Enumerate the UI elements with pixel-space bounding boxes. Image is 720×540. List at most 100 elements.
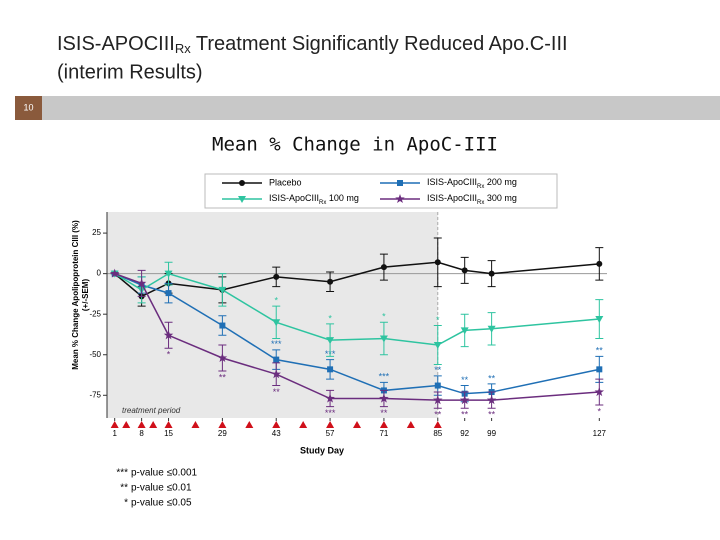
y-axis-label-line: (+/-SEM) xyxy=(81,279,90,312)
legend-label-part: ISIS-ApoCIII xyxy=(427,193,477,203)
marker xyxy=(433,342,442,350)
marker xyxy=(488,270,495,277)
marker xyxy=(596,260,603,267)
marker xyxy=(459,395,470,405)
dose-marker xyxy=(149,421,158,428)
significance-label: ** xyxy=(488,373,496,383)
marker xyxy=(327,278,334,285)
significance-label: * xyxy=(274,295,278,305)
key-stars: * xyxy=(124,498,128,509)
y-tick-label: 25 xyxy=(92,228,101,237)
dose-marker xyxy=(299,421,308,428)
dose-marker xyxy=(245,421,254,428)
marker xyxy=(379,335,388,343)
dose-marker xyxy=(433,421,442,428)
y-axis-label: Mean % Change Apolipoprotein CIII (%)(+/… xyxy=(71,220,90,370)
x-tick-label: 57 xyxy=(326,429,335,438)
marker xyxy=(219,322,226,329)
title-part: ISIS-APOCIII xyxy=(57,33,175,55)
significance-label: * xyxy=(436,315,440,325)
marker xyxy=(271,369,281,379)
dose-marker xyxy=(191,421,200,428)
title-part: Treatment Significantly Reduced Apo.C-II… xyxy=(191,33,568,55)
marker xyxy=(379,393,389,403)
x-tick-label: 92 xyxy=(460,429,469,438)
legend-label-part: ISIS-ApoCIII xyxy=(269,193,319,203)
significance-label: * xyxy=(598,406,602,416)
significance-label: *** xyxy=(271,339,282,349)
slide-title: ISIS-APOCIIIRx Treatment Significantly R… xyxy=(57,33,568,56)
dose-marker xyxy=(379,421,388,428)
treatment-shade xyxy=(107,212,438,418)
legend-label: ISIS-ApoCIIIRx 300 mg xyxy=(427,193,517,205)
legend-marker xyxy=(395,194,405,204)
significance-label: ** xyxy=(434,365,442,375)
treatment-label: treatment period xyxy=(122,406,181,415)
marker xyxy=(272,319,281,327)
x-tick-label: 1 xyxy=(112,429,117,438)
marker xyxy=(217,352,228,363)
key-text: p-value ≤0.05 xyxy=(131,498,192,509)
legend-label-part: 100 mg xyxy=(326,193,359,203)
legend-marker xyxy=(397,180,403,186)
significance-label: * xyxy=(328,313,332,323)
marker xyxy=(325,393,335,403)
marker xyxy=(327,366,334,373)
legend-label: ISIS-ApoCIIIRx 200 mg xyxy=(427,177,517,189)
dose-marker xyxy=(272,421,281,428)
legend-marker xyxy=(239,180,245,186)
key-text: p-value ≤0.001 xyxy=(131,468,198,479)
legend-label-part: Rx xyxy=(477,184,484,190)
legend-label-part: 300 mg xyxy=(484,193,517,203)
legend-label: Placebo xyxy=(269,177,302,187)
significance-label: ** xyxy=(461,375,469,385)
marker xyxy=(136,278,147,288)
slide-title-line2: (interim Results) xyxy=(57,61,203,83)
dose-marker xyxy=(326,421,335,428)
legend-label-part: Rx xyxy=(477,200,484,206)
legend-marker xyxy=(238,196,246,203)
dose-marker xyxy=(122,421,131,428)
dose-marker xyxy=(137,421,146,428)
y-tick-label: -25 xyxy=(89,309,101,318)
marker xyxy=(433,395,443,405)
x-tick-label: 29 xyxy=(218,429,227,438)
x-tick-label: 71 xyxy=(379,429,388,438)
marker xyxy=(273,356,280,363)
y-tick-label: 0 xyxy=(97,269,102,278)
marker xyxy=(594,387,605,397)
significance-label: ** xyxy=(461,410,469,420)
y-tick-label: -75 xyxy=(89,390,101,399)
marker xyxy=(164,270,173,278)
significance-label: *** xyxy=(325,408,336,418)
dose-marker xyxy=(110,421,119,428)
legend xyxy=(204,173,558,209)
legend-label-part: 200 mg xyxy=(484,177,517,187)
x-tick-label: 43 xyxy=(272,429,281,438)
marker xyxy=(595,316,604,324)
marker xyxy=(326,337,335,345)
marker xyxy=(460,327,469,335)
x-tick-label: 85 xyxy=(433,429,442,438)
chart-title: Mean % Change in ApoC-III xyxy=(212,134,498,156)
marker xyxy=(434,259,441,266)
marker xyxy=(218,286,227,294)
y-tick-label: -50 xyxy=(89,350,101,359)
title-subscript: Rx xyxy=(175,41,191,56)
key-stars: *** xyxy=(116,468,128,479)
significance-label: ** xyxy=(380,408,388,418)
key-stars: ** xyxy=(120,483,128,494)
legend-label: ISIS-ApoCIIIRx 100 mg xyxy=(269,193,359,205)
significance-label: ** xyxy=(434,410,442,420)
dose-marker xyxy=(218,421,227,428)
dose-marker xyxy=(164,421,173,428)
significance-label: ** xyxy=(488,410,496,420)
marker xyxy=(487,325,496,333)
significance-label: ** xyxy=(273,387,281,397)
marker xyxy=(434,382,441,389)
marker xyxy=(165,290,172,297)
marker xyxy=(461,267,468,274)
marker xyxy=(109,268,120,278)
dose-marker xyxy=(353,421,361,428)
marker xyxy=(486,395,497,405)
